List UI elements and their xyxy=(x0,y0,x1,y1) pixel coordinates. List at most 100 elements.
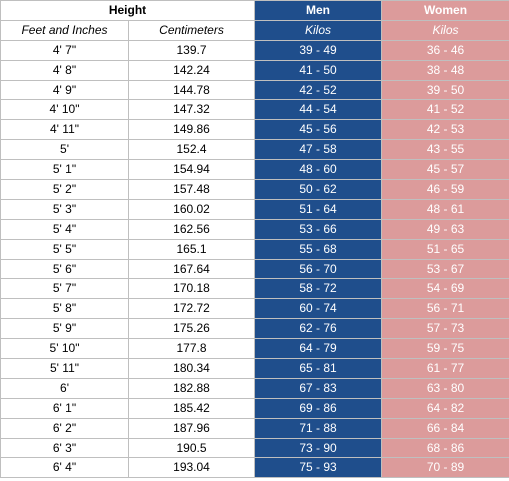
men-kilos-cell: 44 - 54 xyxy=(254,99,382,121)
height-feet-inches-cell: 5' 2" xyxy=(0,179,129,200)
height-feet-inches-cell: 4' 9" xyxy=(0,79,129,101)
height-centimeters-cell: 175.26 xyxy=(128,318,255,340)
women-kilos-cell: 46 - 59 xyxy=(381,179,509,200)
men-kilos-cell: 47 - 58 xyxy=(254,139,382,161)
table-row: 5' 11" 180.34 65 - 81 61 - 77 xyxy=(0,358,509,379)
height-feet-inches-cell: 5' 6" xyxy=(0,258,129,280)
height-feet-inches-cell: 6' 1" xyxy=(0,397,129,419)
table-row: 5' 6" 167.64 56 - 70 53 - 67 xyxy=(0,258,509,280)
height-header: Height xyxy=(0,0,255,21)
height-centimeters-cell: 185.42 xyxy=(128,397,255,419)
height-centimeters-cell: 193.04 xyxy=(128,457,255,479)
women-kilos-cell: 64 - 82 xyxy=(381,397,509,419)
men-kilos-cell: 51 - 64 xyxy=(254,198,382,220)
height-centimeters-cell: 147.32 xyxy=(128,99,255,121)
centimeters-header: Centimeters xyxy=(128,19,255,41)
height-feet-inches-cell: 5' 7" xyxy=(0,278,129,300)
men-kilos-cell: 56 - 70 xyxy=(254,258,382,280)
height-feet-inches-cell: 4' 11" xyxy=(0,119,129,141)
women-kilos-cell: 59 - 75 xyxy=(381,338,509,360)
women-kilos-cell: 61 - 77 xyxy=(381,358,509,379)
table-row: 5' 9" 175.26 62 - 76 57 - 73 xyxy=(0,318,509,340)
women-kilos-cell: 63 - 80 xyxy=(381,377,509,399)
men-unit-header: Kilos xyxy=(254,19,382,41)
height-feet-inches-cell: 5' 10" xyxy=(0,338,129,360)
women-kilos-cell: 57 - 73 xyxy=(381,318,509,340)
height-feet-inches-cell: 5' 8" xyxy=(0,298,129,320)
men-kilos-cell: 75 - 93 xyxy=(254,457,382,479)
height-feet-inches-cell: 6' 4" xyxy=(0,457,129,479)
height-centimeters-cell: 139.7 xyxy=(128,39,255,61)
men-kilos-cell: 50 - 62 xyxy=(254,179,382,200)
table-row: 4' 11" 149.86 45 - 56 42 - 53 xyxy=(0,119,509,141)
women-kilos-cell: 70 - 89 xyxy=(381,457,509,479)
height-feet-inches-cell: 5' 5" xyxy=(0,238,129,260)
height-centimeters-cell: 190.5 xyxy=(128,437,255,459)
men-kilos-cell: 53 - 66 xyxy=(254,218,382,240)
table-row: 5' 5" 165.1 55 - 68 51 - 65 xyxy=(0,238,509,260)
height-feet-inches-cell: 5' 3" xyxy=(0,198,129,220)
height-feet-inches-cell: 6' 2" xyxy=(0,417,129,439)
women-kilos-cell: 38 - 48 xyxy=(381,59,509,81)
header-row: Height Men Women xyxy=(0,0,509,21)
men-kilos-cell: 41 - 50 xyxy=(254,59,382,81)
height-centimeters-cell: 167.64 xyxy=(128,258,255,280)
height-centimeters-cell: 149.86 xyxy=(128,119,255,141)
height-centimeters-cell: 162.56 xyxy=(128,218,255,240)
men-kilos-cell: 73 - 90 xyxy=(254,437,382,459)
table-row: 5' 10" 177.8 64 - 79 59 - 75 xyxy=(0,338,509,360)
women-kilos-cell: 51 - 65 xyxy=(381,238,509,260)
height-centimeters-cell: 144.78 xyxy=(128,79,255,101)
height-feet-inches-cell: 6' xyxy=(0,377,129,399)
women-kilos-cell: 43 - 55 xyxy=(381,139,509,161)
height-centimeters-cell: 142.24 xyxy=(128,59,255,81)
women-kilos-cell: 41 - 52 xyxy=(381,99,509,121)
table-row: 5' 2" 157.48 50 - 62 46 - 59 xyxy=(0,179,509,200)
table-row: 6' 182.88 67 - 83 63 - 80 xyxy=(0,377,509,399)
men-kilos-cell: 39 - 49 xyxy=(254,39,382,61)
table-row: 5' 3" 160.02 51 - 64 48 - 61 xyxy=(0,198,509,220)
men-kilos-cell: 55 - 68 xyxy=(254,238,382,260)
height-centimeters-cell: 160.02 xyxy=(128,198,255,220)
table-row: 6' 2" 187.96 71 - 88 66 - 84 xyxy=(0,417,509,439)
men-kilos-cell: 71 - 88 xyxy=(254,417,382,439)
women-kilos-cell: 42 - 53 xyxy=(381,119,509,141)
women-unit-header: Kilos xyxy=(381,19,509,41)
table-row: 4' 10" 147.32 44 - 54 41 - 52 xyxy=(0,99,509,121)
height-centimeters-cell: 172.72 xyxy=(128,298,255,320)
men-kilos-cell: 45 - 56 xyxy=(254,119,382,141)
men-kilos-cell: 67 - 83 xyxy=(254,377,382,399)
women-kilos-cell: 49 - 63 xyxy=(381,218,509,240)
men-kilos-cell: 69 - 86 xyxy=(254,397,382,419)
women-kilos-cell: 45 - 57 xyxy=(381,159,509,181)
men-kilos-cell: 60 - 74 xyxy=(254,298,382,320)
table-row: 5' 8" 172.72 60 - 74 56 - 71 xyxy=(0,298,509,320)
men-kilos-cell: 58 - 72 xyxy=(254,278,382,300)
table-row: 4' 7" 139.7 39 - 49 36 - 46 xyxy=(0,39,509,61)
height-centimeters-cell: 152.4 xyxy=(128,139,255,161)
women-kilos-cell: 54 - 69 xyxy=(381,278,509,300)
table-row: 6' 3" 190.5 73 - 90 68 - 86 xyxy=(0,437,509,459)
table-row: 5' 4" 162.56 53 - 66 49 - 63 xyxy=(0,218,509,240)
height-centimeters-cell: 165.1 xyxy=(128,238,255,260)
men-kilos-cell: 65 - 81 xyxy=(254,358,382,379)
height-feet-inches-cell: 4' 8" xyxy=(0,59,129,81)
height-centimeters-cell: 187.96 xyxy=(128,417,255,439)
table-row: 6' 4" 193.04 75 - 93 70 - 89 xyxy=(0,457,509,479)
table-row: 6' 1" 185.42 69 - 86 64 - 82 xyxy=(0,397,509,419)
women-kilos-cell: 53 - 67 xyxy=(381,258,509,280)
height-feet-inches-cell: 5' 11" xyxy=(0,358,129,379)
height-feet-inches-cell: 5' 1" xyxy=(0,159,129,181)
height-centimeters-cell: 182.88 xyxy=(128,377,255,399)
height-centimeters-cell: 157.48 xyxy=(128,179,255,200)
women-kilos-cell: 48 - 61 xyxy=(381,198,509,220)
table-row: 5' 152.4 47 - 58 43 - 55 xyxy=(0,139,509,161)
table-row: 5' 7" 170.18 58 - 72 54 - 69 xyxy=(0,278,509,300)
table-row: 4' 8" 142.24 41 - 50 38 - 48 xyxy=(0,59,509,81)
height-feet-inches-cell: 5' 4" xyxy=(0,218,129,240)
women-kilos-cell: 68 - 86 xyxy=(381,437,509,459)
height-feet-inches-cell: 5' xyxy=(0,139,129,161)
women-kilos-cell: 36 - 46 xyxy=(381,39,509,61)
height-feet-inches-cell: 4' 7" xyxy=(0,39,129,61)
table-row: 4' 9" 144.78 42 - 52 39 - 50 xyxy=(0,79,509,101)
